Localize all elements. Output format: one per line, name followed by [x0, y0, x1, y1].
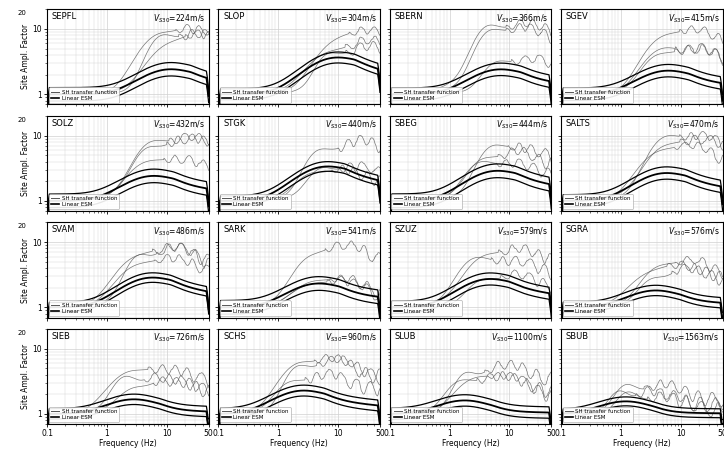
Legend: SH transfer function, Linear ESM: SH transfer function, Linear ESM: [391, 88, 462, 103]
Legend: SH transfer function, Linear ESM: SH transfer function, Linear ESM: [49, 407, 119, 422]
Text: $V_{S30}$=304m/s: $V_{S30}$=304m/s: [324, 12, 376, 25]
Text: $V_{S30}$=470m/s: $V_{S30}$=470m/s: [667, 119, 720, 131]
Text: $V_{S30}$=1563m/s: $V_{S30}$=1563m/s: [662, 332, 720, 344]
Text: $V_{S30}$=432m/s: $V_{S30}$=432m/s: [153, 119, 206, 131]
Text: SBEG: SBEG: [395, 119, 417, 128]
Text: STGK: STGK: [223, 119, 245, 128]
Text: $V_{S30}$=576m/s: $V_{S30}$=576m/s: [668, 225, 720, 238]
Legend: SH transfer function, Linear ESM: SH transfer function, Linear ESM: [49, 301, 119, 316]
Text: 20: 20: [18, 117, 27, 123]
Text: $V_{S30}$=579m/s: $V_{S30}$=579m/s: [497, 225, 548, 238]
Y-axis label: Site Ampl. Factor: Site Ampl. Factor: [21, 24, 30, 89]
X-axis label: Frequency (Hz): Frequency (Hz): [270, 439, 328, 448]
Text: $V_{S30}$=224m/s: $V_{S30}$=224m/s: [153, 12, 206, 25]
Legend: SH transfer function, Linear ESM: SH transfer function, Linear ESM: [220, 301, 290, 316]
Text: $V_{S30}$=444m/s: $V_{S30}$=444m/s: [496, 119, 548, 131]
Text: 20: 20: [18, 330, 27, 336]
Text: SLUB: SLUB: [395, 332, 416, 341]
Text: $V_{S30}$=415m/s: $V_{S30}$=415m/s: [668, 12, 720, 25]
Legend: SH transfer function, Linear ESM: SH transfer function, Linear ESM: [391, 301, 462, 316]
Legend: SH transfer function, Linear ESM: SH transfer function, Linear ESM: [220, 194, 290, 209]
Legend: SH transfer function, Linear ESM: SH transfer function, Linear ESM: [563, 194, 633, 209]
Text: 20: 20: [18, 223, 27, 229]
Legend: SH transfer function, Linear ESM: SH transfer function, Linear ESM: [391, 194, 462, 209]
Text: SEPFL: SEPFL: [52, 12, 77, 21]
Text: SALTS: SALTS: [565, 119, 591, 128]
Legend: SH transfer function, Linear ESM: SH transfer function, Linear ESM: [391, 407, 462, 422]
Text: SGRA: SGRA: [565, 225, 589, 234]
Text: SCHS: SCHS: [223, 332, 246, 341]
Text: SGEV: SGEV: [565, 12, 589, 21]
Legend: SH transfer function, Linear ESM: SH transfer function, Linear ESM: [563, 407, 633, 422]
Text: 20: 20: [18, 10, 27, 16]
Legend: SH transfer function, Linear ESM: SH transfer function, Linear ESM: [49, 194, 119, 209]
Text: $V_{S30}$=726m/s: $V_{S30}$=726m/s: [153, 332, 206, 344]
Text: $V_{S30}$=1100m/s: $V_{S30}$=1100m/s: [491, 332, 548, 344]
Text: $V_{S30}$=366m/s: $V_{S30}$=366m/s: [496, 12, 548, 25]
Text: $V_{S30}$=486m/s: $V_{S30}$=486m/s: [153, 225, 206, 238]
X-axis label: Frequency (Hz): Frequency (Hz): [442, 439, 500, 448]
Text: SBUB: SBUB: [565, 332, 589, 341]
Text: SARK: SARK: [223, 225, 245, 234]
Y-axis label: Site Ampl. Factor: Site Ampl. Factor: [21, 131, 30, 196]
Legend: SH transfer function, Linear ESM: SH transfer function, Linear ESM: [220, 407, 290, 422]
Text: SBERN: SBERN: [395, 12, 423, 21]
Y-axis label: Site Ampl. Factor: Site Ampl. Factor: [21, 344, 30, 409]
Text: $V_{S30}$=440m/s: $V_{S30}$=440m/s: [324, 119, 376, 131]
X-axis label: Frequency (Hz): Frequency (Hz): [99, 439, 156, 448]
Legend: SH transfer function, Linear ESM: SH transfer function, Linear ESM: [49, 88, 119, 103]
X-axis label: Frequency (Hz): Frequency (Hz): [613, 439, 670, 448]
Text: SVAM: SVAM: [52, 225, 75, 234]
Y-axis label: Site Ampl. Factor: Site Ampl. Factor: [21, 237, 30, 302]
Text: $V_{S30}$=541m/s: $V_{S30}$=541m/s: [324, 225, 376, 238]
Text: SZUZ: SZUZ: [395, 225, 417, 234]
Legend: SH transfer function, Linear ESM: SH transfer function, Linear ESM: [563, 88, 633, 103]
Text: SIEB: SIEB: [52, 332, 71, 341]
Legend: SH transfer function, Linear ESM: SH transfer function, Linear ESM: [220, 88, 290, 103]
Legend: SH transfer function, Linear ESM: SH transfer function, Linear ESM: [563, 301, 633, 316]
Text: $V_{S30}$=960m/s: $V_{S30}$=960m/s: [324, 332, 376, 344]
Text: SOLZ: SOLZ: [52, 119, 74, 128]
Text: SLOP: SLOP: [223, 12, 245, 21]
